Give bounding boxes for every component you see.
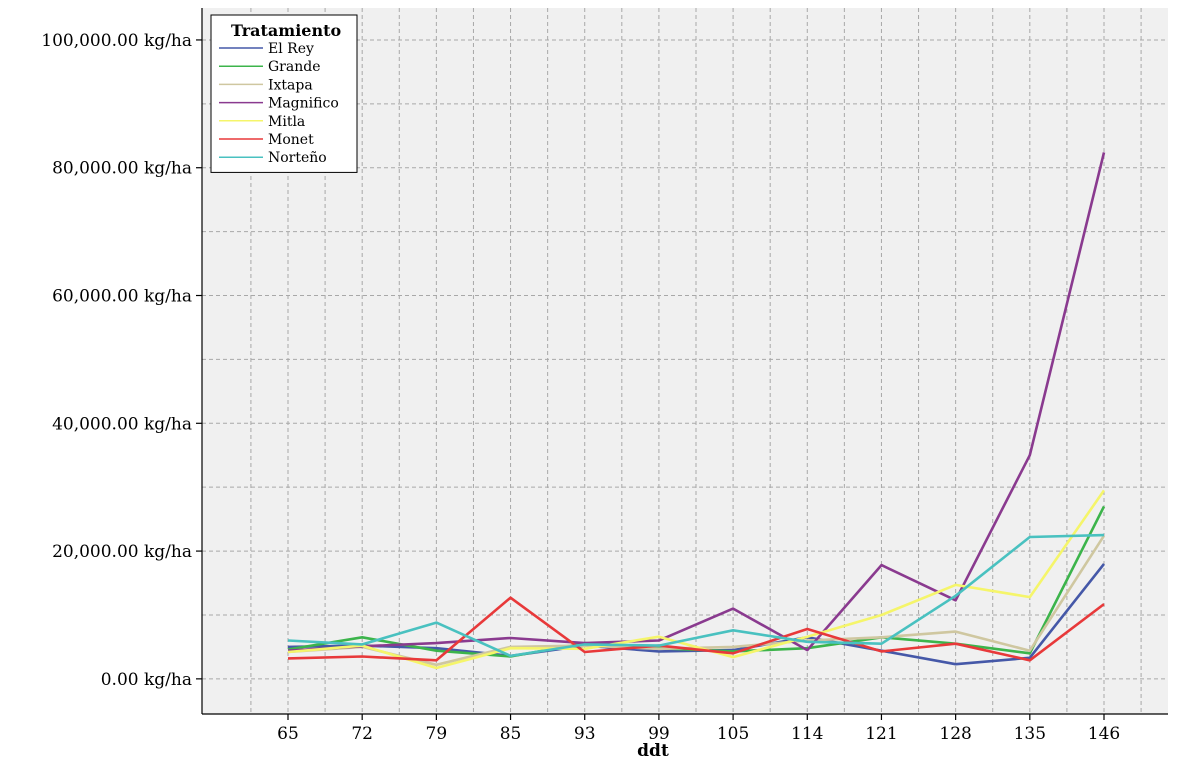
x-tick-label: 105 (717, 724, 749, 744)
legend-box (210, 14, 358, 173)
x-tick-label: 128 (939, 724, 971, 744)
x-tick-label: 146 (1088, 724, 1120, 744)
x-tick-label: 93 (574, 724, 596, 744)
series-layer (287, 152, 1106, 670)
legend-label-el-rey: El Rey (268, 41, 314, 57)
legend-label-norte-o: Norteño (268, 150, 327, 166)
legend-label-mitla: Mitla (268, 114, 305, 130)
legend-label-magnifico: Magnifico (268, 96, 339, 112)
x-tick-label: 72 (351, 724, 373, 744)
y-tick-label: 60,000.00 kg/ha (52, 287, 192, 307)
legend-label-ixtapa: Ixtapa (268, 77, 313, 93)
x-tick-label: 135 (1014, 724, 1046, 744)
x-tick-label: 114 (791, 724, 823, 744)
x-tick-label: 65 (277, 724, 299, 744)
grid (202, 8, 1168, 714)
y-tick-label: 0.00 kg/ha (101, 670, 192, 690)
series-line-norte-o (287, 533, 1105, 658)
x-axis-ticks: 65 72 79 85 93 99 105 114 121 128 135 146 (277, 714, 1120, 744)
x-tick-label: 79 (426, 724, 448, 744)
legend-label-monet: Monet (268, 132, 314, 148)
legend-label-grande: Grande (268, 59, 321, 75)
plot-background (202, 8, 1168, 714)
x-tick-label: 85 (500, 724, 522, 744)
y-tick-label: 80,000.00 kg/ha (52, 159, 192, 179)
legend-title: Tratamiento (231, 21, 342, 40)
y-tick-label: 20,000.00 kg/ha (52, 542, 192, 562)
axes (201, 8, 1168, 715)
y-tick-label: 100,000.00 kg/ha (41, 31, 192, 51)
y-axis-ticks: 0.00 kg/ha 20,000.00 kg/ha 40,000.00 kg/ha… (41, 31, 202, 690)
series-line-monet (287, 596, 1105, 662)
x-axis-title: ddt (637, 741, 669, 759)
x-tick-label: 99 (648, 724, 670, 744)
series-line-magnifico (287, 152, 1106, 652)
y-tick-label: 40,000.00 kg/ha (52, 414, 192, 434)
x-tick-label: 121 (865, 724, 897, 744)
